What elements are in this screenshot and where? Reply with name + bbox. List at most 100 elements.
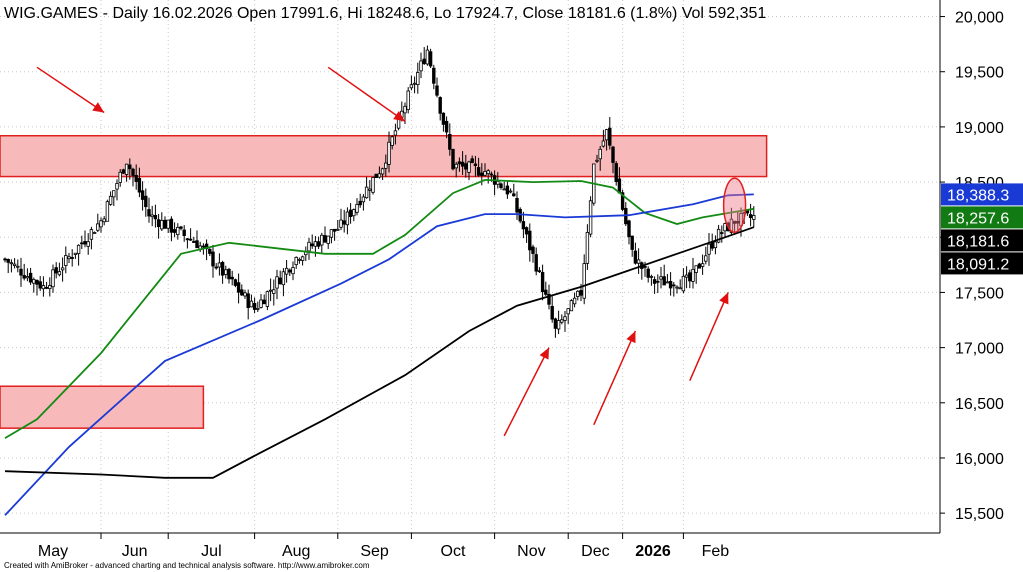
candle-body bbox=[38, 281, 42, 289]
candle-body bbox=[752, 215, 756, 220]
candle-body bbox=[659, 276, 663, 280]
price-tags: 18,388.3 18,257.6 18,181.6 18,091.2 bbox=[941, 183, 1023, 275]
candle-body bbox=[710, 242, 714, 249]
annotation-arrow bbox=[689, 292, 729, 382]
candle-body bbox=[374, 173, 378, 178]
candle-body bbox=[444, 120, 449, 133]
candle-body bbox=[352, 209, 356, 217]
price-tag-box bbox=[941, 183, 1023, 206]
candle-body bbox=[3, 258, 7, 261]
x-axis-ticks: May Jun Jul Aug Sep Oct Nov Dec 2026 Feb bbox=[38, 533, 729, 560]
candle-body bbox=[723, 223, 727, 232]
candle-body bbox=[153, 214, 158, 220]
y-tick-label: 17,500 bbox=[955, 285, 1004, 302]
candle-body bbox=[403, 105, 407, 114]
candle-body bbox=[684, 274, 689, 278]
candle-body bbox=[73, 252, 78, 255]
candle-body bbox=[342, 220, 346, 225]
candle-body bbox=[566, 308, 570, 315]
candle-body bbox=[67, 256, 71, 260]
candle-body bbox=[211, 251, 215, 267]
candle-body bbox=[297, 258, 302, 261]
candle-body bbox=[208, 248, 212, 254]
candle-body bbox=[646, 268, 650, 278]
candle-body bbox=[336, 228, 340, 231]
candle-body bbox=[432, 67, 436, 84]
y-tick-label: 15,500 bbox=[955, 506, 1004, 523]
candle-body bbox=[150, 214, 154, 218]
x-tick-label: Jul bbox=[201, 543, 221, 560]
candle-body bbox=[448, 133, 452, 150]
candle-body bbox=[307, 241, 311, 252]
candle-body bbox=[675, 286, 679, 289]
candle-body bbox=[406, 90, 410, 111]
candle-body bbox=[470, 158, 474, 163]
candle-body bbox=[105, 201, 110, 222]
candle-body bbox=[595, 159, 599, 162]
candle-body bbox=[499, 183, 503, 188]
candle-body bbox=[332, 228, 337, 232]
annotation-arrowhead bbox=[393, 110, 405, 122]
candle-body bbox=[355, 204, 359, 213]
candle-body bbox=[192, 241, 196, 243]
candle-body bbox=[179, 226, 183, 229]
candle-body bbox=[483, 171, 487, 176]
candle-body bbox=[291, 267, 295, 275]
x-tick-label: Feb bbox=[702, 543, 730, 560]
candle-body bbox=[9, 262, 14, 265]
candle-body bbox=[364, 186, 369, 199]
candle-body bbox=[313, 241, 318, 247]
candle-body bbox=[169, 218, 174, 233]
candle-body bbox=[419, 60, 423, 72]
candle-body bbox=[521, 221, 526, 230]
x-tick-label: May bbox=[38, 543, 68, 560]
candle-body bbox=[156, 219, 161, 228]
candle-body bbox=[620, 192, 625, 210]
candle-body bbox=[131, 168, 135, 176]
annotation-arrow bbox=[327, 66, 406, 123]
candle-body bbox=[585, 232, 590, 264]
candle-body bbox=[572, 297, 577, 305]
highlight-ellipse-shape bbox=[722, 177, 747, 233]
candle-body bbox=[428, 51, 433, 67]
candle-body bbox=[256, 308, 260, 310]
candle-body bbox=[489, 173, 494, 176]
candle-body bbox=[147, 209, 151, 217]
candle-body bbox=[467, 161, 471, 173]
candle-body bbox=[134, 175, 138, 182]
candle-body bbox=[540, 272, 545, 293]
candle-body bbox=[224, 269, 228, 275]
candle-body bbox=[464, 163, 468, 170]
candle-body bbox=[217, 262, 222, 268]
candle-body bbox=[643, 265, 647, 268]
candle-body bbox=[553, 318, 558, 329]
candle-body bbox=[480, 172, 484, 176]
candle-body bbox=[534, 254, 538, 272]
candle-body bbox=[89, 229, 94, 240]
candle-body bbox=[118, 171, 122, 183]
candle-body bbox=[35, 279, 39, 285]
candle-body bbox=[80, 242, 84, 245]
candle-body bbox=[348, 209, 353, 217]
candle-body bbox=[220, 261, 225, 276]
candle-body bbox=[473, 163, 478, 167]
candle-body bbox=[425, 49, 430, 65]
candle-body bbox=[188, 238, 193, 241]
candle-body bbox=[713, 241, 718, 249]
candle-body bbox=[345, 211, 350, 226]
candle-body bbox=[736, 220, 740, 224]
candle-body bbox=[240, 289, 244, 296]
candle-body bbox=[25, 276, 30, 279]
candle-body bbox=[496, 180, 500, 185]
candle-body bbox=[611, 146, 615, 163]
candle-body bbox=[700, 263, 705, 267]
price-tag-box bbox=[941, 206, 1023, 229]
candle-body bbox=[665, 281, 670, 284]
candle-body bbox=[54, 267, 58, 274]
x-tick-label: Jun bbox=[122, 543, 148, 560]
candle-body bbox=[630, 235, 634, 250]
candle-body bbox=[230, 276, 234, 280]
candle-body bbox=[579, 290, 583, 296]
candle-body bbox=[128, 164, 132, 170]
candle-body bbox=[668, 281, 673, 289]
